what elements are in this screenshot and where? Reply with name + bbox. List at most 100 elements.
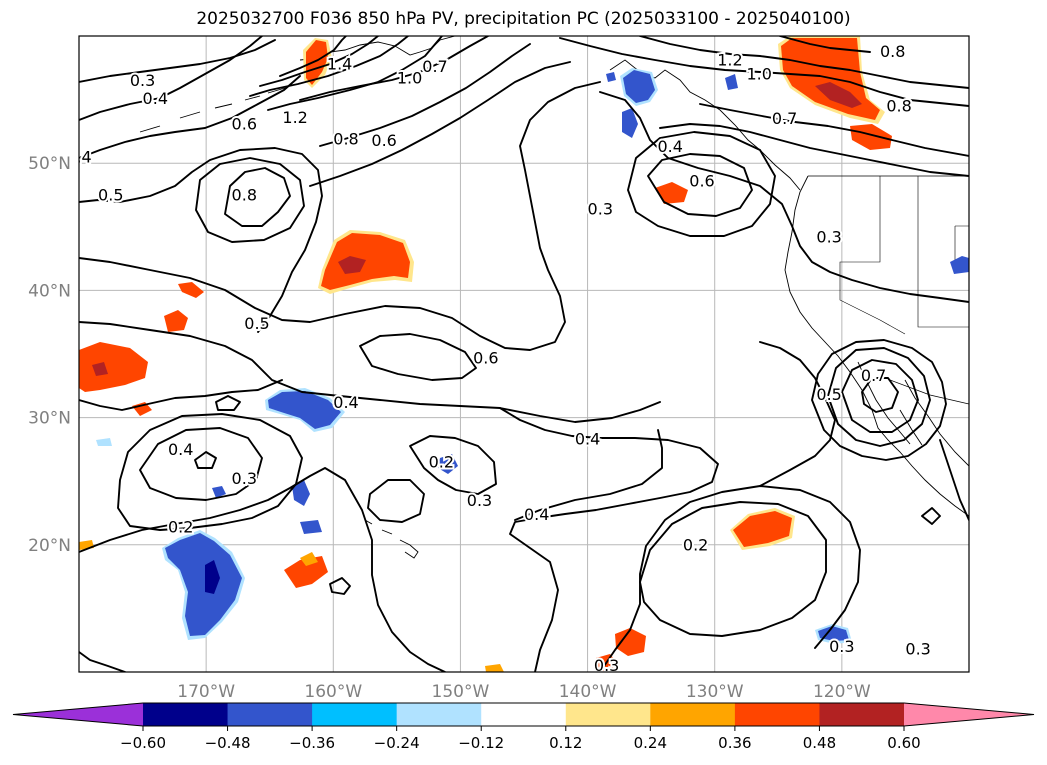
contour-label: 0.7 — [422, 57, 447, 76]
contour-label: 1.0 — [746, 65, 771, 84]
contour-label: 1.4 — [327, 54, 352, 73]
longitude-label: 160°W — [304, 682, 362, 702]
precip-blob-southeast-core — [733, 511, 792, 547]
contour-label: 0.4 — [524, 505, 549, 524]
longitude-label: 140°W — [559, 682, 617, 702]
contour-label: 0.8 — [333, 130, 358, 149]
contour-label: 0.5 — [98, 186, 123, 205]
contour-0.8-upper — [319, 43, 531, 147]
contour-0.4-large — [79, 321, 661, 423]
precip-blob-alaska-north-core — [306, 40, 328, 85]
contour-label: 0.7 — [772, 109, 797, 128]
contour-label: 0.2 — [54, 650, 79, 669]
precip-blob-gulf-alaska — [655, 182, 688, 204]
precip-blob-central-north-core — [321, 233, 410, 290]
contour-0.6-gulf-ring — [647, 153, 753, 217]
longitude-label: 120°W — [813, 682, 871, 702]
contour-tiny-ring — [194, 451, 217, 469]
gulf-of-california-coast — [904, 379, 969, 467]
colorbar-segment — [734, 703, 820, 726]
colorbar-tick-label: −0.48 — [205, 734, 251, 752]
latitude-label: 30°N — [28, 409, 71, 429]
latitude-label: 50°N — [28, 154, 71, 174]
colorbar-tick-label: 0.36 — [718, 734, 751, 752]
latitude-label: 20°N — [28, 536, 71, 556]
contour-label: 0.4 — [168, 440, 193, 459]
colorbar-tick-label: 0.60 — [887, 734, 920, 752]
contour-label: 0.3 — [588, 199, 613, 218]
contour-0.8-ring — [224, 167, 291, 227]
contour-label: 0.8 — [232, 186, 257, 205]
precip-blob-south — [615, 628, 646, 656]
contour-label: 0.5 — [244, 314, 269, 333]
contour-tiny-ring-4 — [921, 507, 941, 525]
precipitation-fill — [79, 36, 969, 672]
colorbar-segment — [565, 703, 651, 726]
precip-dry-southeast-core — [818, 626, 849, 641]
precip-blob-small-2 — [178, 282, 204, 298]
contour-tiny-ring-3 — [329, 577, 351, 595]
contour-label: 1.2 — [282, 108, 307, 127]
contour-label: 0.3 — [816, 227, 841, 246]
contour-label: 0.4 — [657, 137, 682, 156]
contour-0.6-ring — [195, 157, 305, 243]
contour-0.5-large — [79, 81, 601, 351]
precip-dry-small-3 — [438, 454, 458, 474]
precip-dry-hawaii-west-core — [205, 560, 220, 594]
map-title: 2025032700 F036 850 hPa PV, precipitatio… — [196, 9, 851, 29]
contour-label: 0.2 — [168, 517, 193, 536]
latitude-labels: 50°N 40°N 30°N 20°N — [28, 154, 71, 556]
colorbar-extend-low — [13, 703, 143, 726]
contour-0.4-south-east — [759, 341, 836, 487]
longitude-label: 130°W — [686, 682, 744, 702]
contour-0.3-west-south — [79, 651, 126, 672]
contour-label: 0.8 — [880, 42, 905, 61]
longitude-label: 170°W — [177, 682, 235, 702]
contour-label: 1.0 — [397, 68, 422, 87]
precip-dry-alaska-se-2 — [622, 108, 638, 138]
contour-label: 0.6 — [473, 348, 498, 367]
precip-dry-east-edge — [950, 256, 969, 274]
contour-label: 0.3 — [232, 469, 257, 488]
contour-0.3-mexico — [939, 439, 969, 521]
contour-1.2-mid — [259, 36, 379, 87]
precip-blob-bc-coast — [850, 124, 892, 150]
contour-1.2-bc — [639, 36, 969, 89]
colorbar-segment — [227, 703, 313, 726]
contour-0.2-island-ring — [409, 435, 497, 495]
contour-0.5-west — [79, 75, 301, 159]
colorbar-segment — [481, 703, 567, 726]
precip-dry-small-4 — [212, 486, 226, 498]
precip-blob-central-north-dark — [338, 256, 366, 274]
contour-0.7-california — [841, 359, 919, 433]
contour-0.3-island-ring — [367, 479, 425, 523]
precip-blob-west-mid-dark — [92, 362, 108, 376]
precip-blob-small-1 — [164, 310, 188, 332]
colorbar-segment — [312, 703, 398, 726]
contour-0.2-south-ring — [639, 501, 827, 637]
colorbar-tick-label: −0.12 — [458, 734, 504, 752]
contour-0.3-south — [599, 485, 861, 672]
contour-label: 0.8 — [886, 96, 911, 115]
precip-dry-small-2 — [300, 520, 322, 534]
contour-label: 0.4 — [66, 147, 91, 166]
contour-label: 0.6 — [689, 172, 714, 191]
longitude-label: 150°W — [432, 682, 490, 702]
contour-0.6-south — [359, 333, 477, 381]
contour-label: 0.5 — [816, 385, 841, 404]
map-frame — [78, 35, 970, 673]
precip-dry-small-5 — [96, 438, 112, 446]
contour-1.0-bc — [559, 37, 969, 107]
colorbar-segment — [819, 703, 905, 726]
precip-blob-small-4 — [284, 556, 328, 588]
contour-label: 0.3 — [130, 71, 155, 90]
contour-0.3-north — [79, 39, 276, 83]
contour-label: 0.6 — [232, 114, 257, 133]
contour-0.8-california-inner — [861, 377, 899, 413]
contour-0.2-west — [79, 467, 446, 672]
contour-label: 0.2 — [429, 453, 454, 472]
pv-contours — [79, 36, 969, 672]
precip-dry-alaska-se-4 — [725, 74, 738, 90]
north-america-west-coastline — [784, 175, 969, 517]
